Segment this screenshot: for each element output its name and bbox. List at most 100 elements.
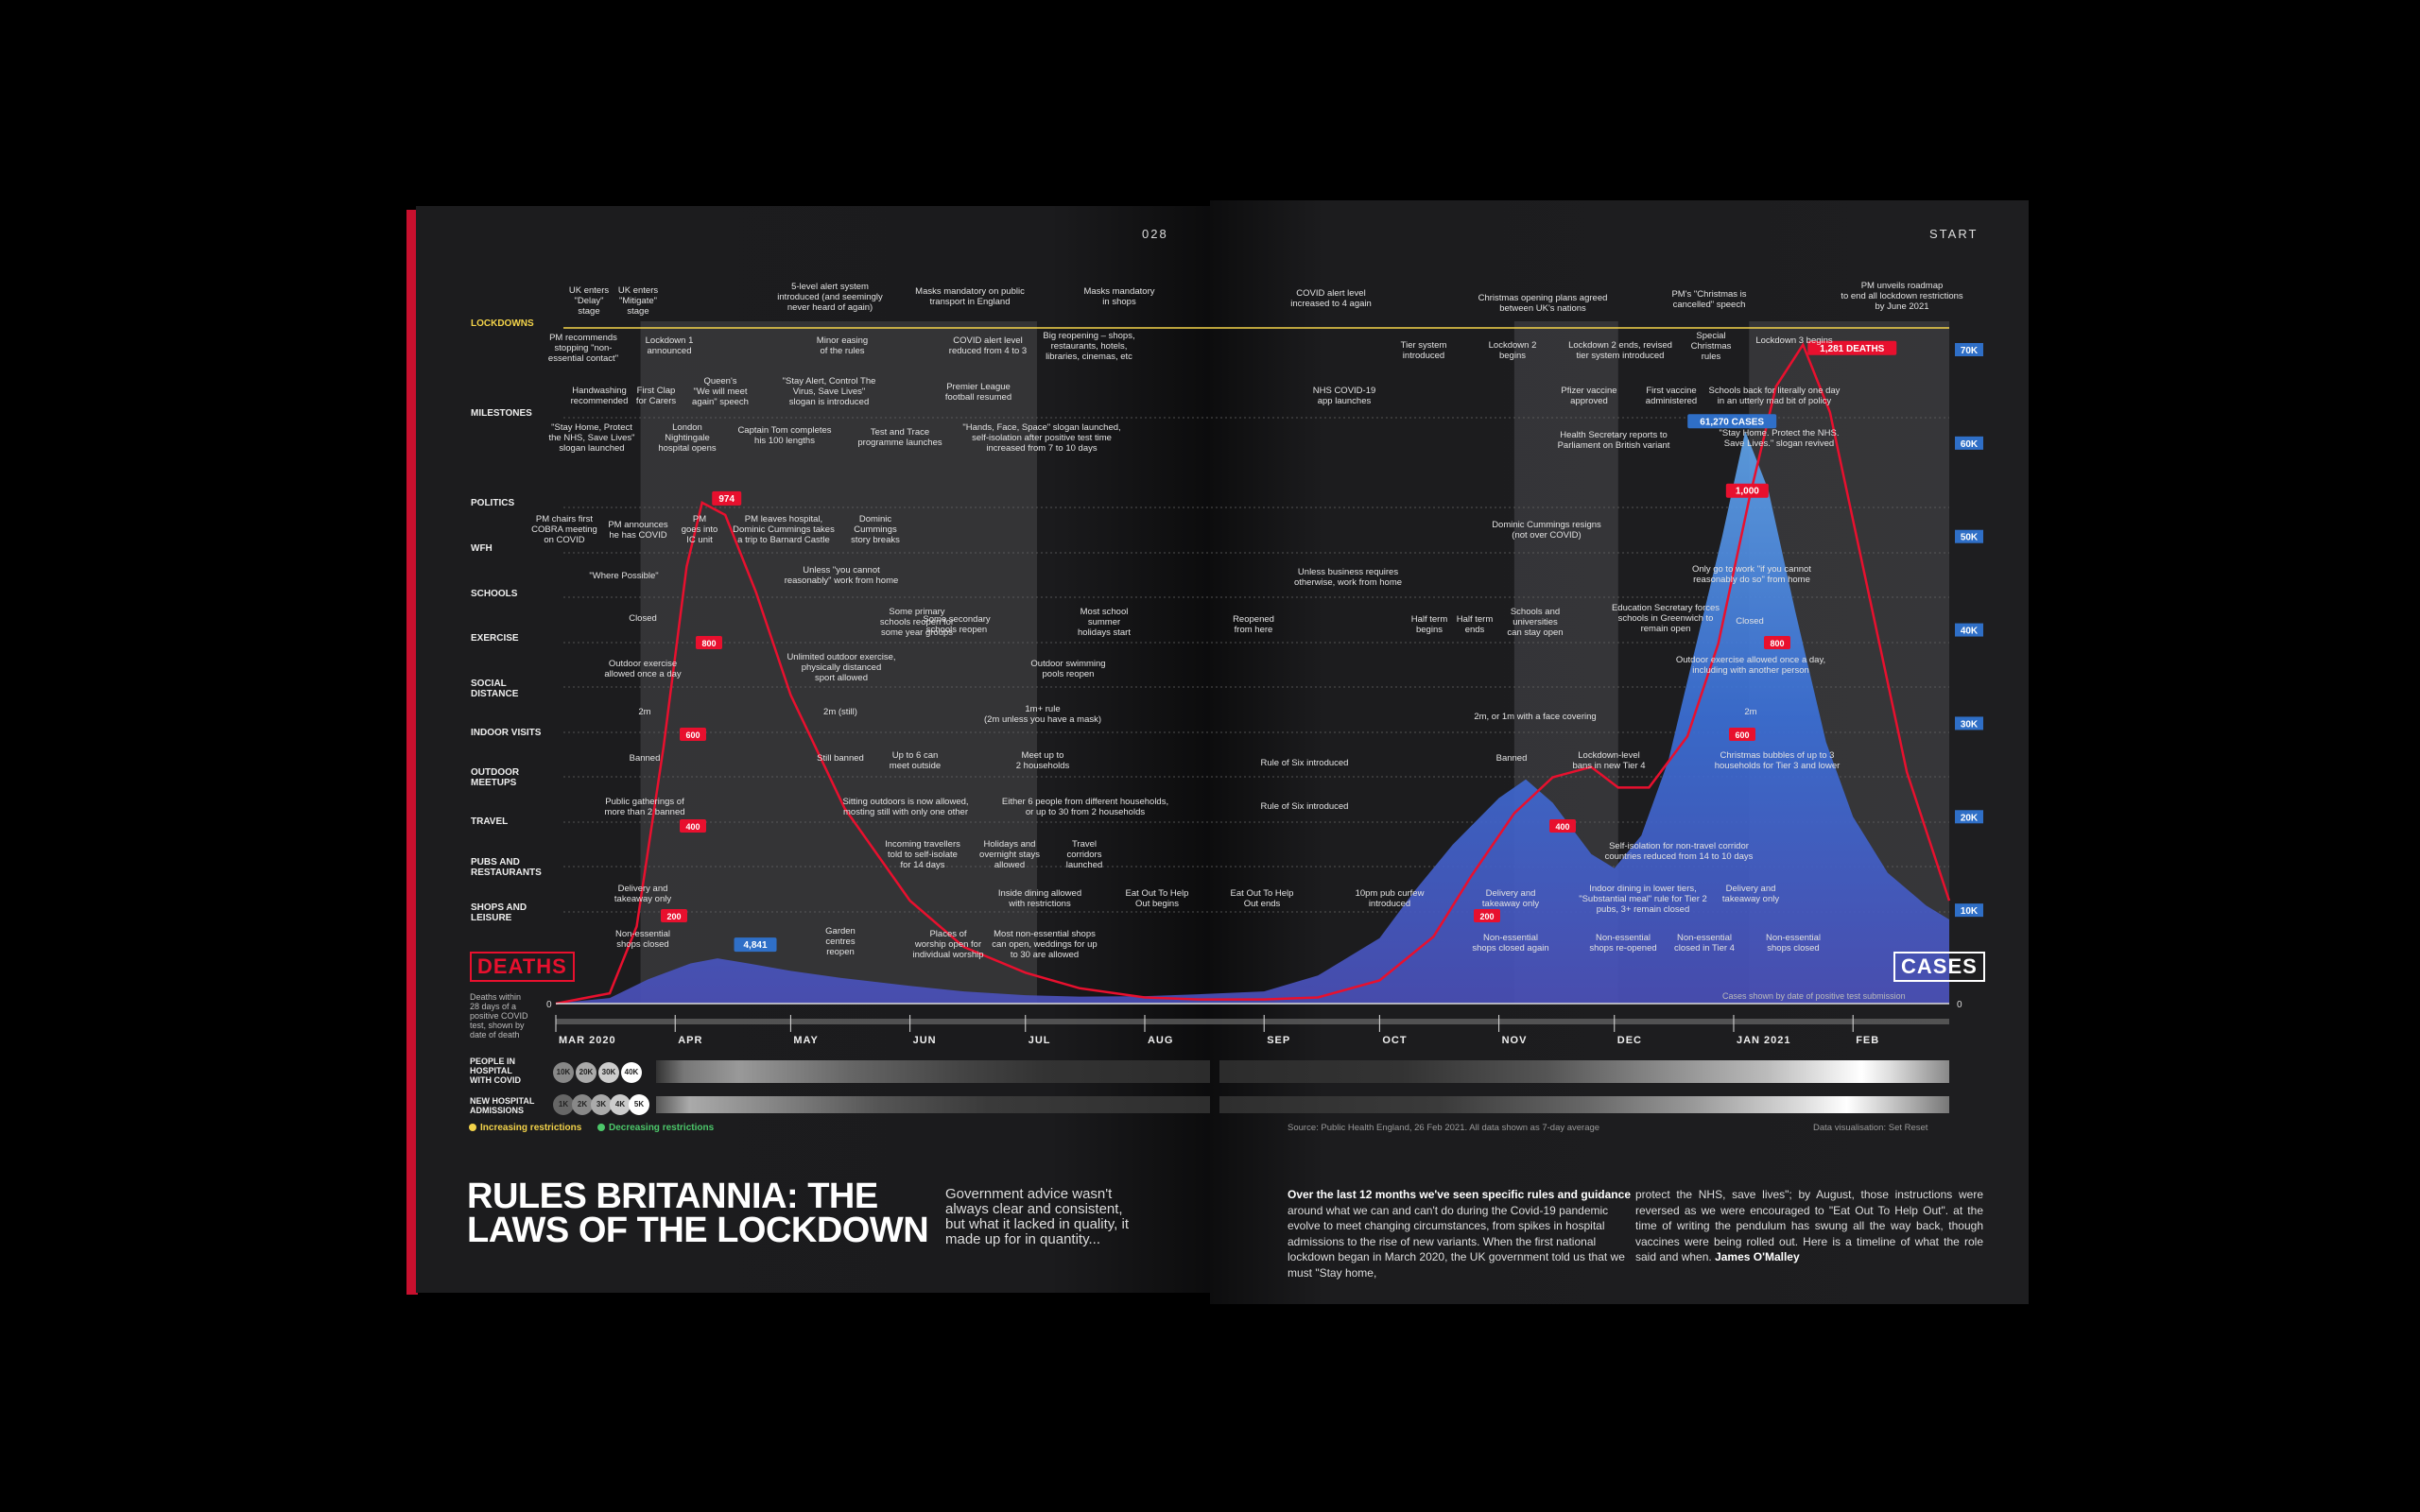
month-label: SEP [1267,1035,1290,1046]
timeline-annotation: Most non-essential shops can open, weddi… [992,929,1098,960]
timeline-annotation: Test and Trace programme launches [857,427,942,448]
timeline-annotation: 2m [1744,707,1757,717]
deaths-level-badge [680,819,706,833]
timeline-annotation: Closed [629,613,657,624]
row-label: EXERCISE [471,633,519,644]
timeline-annotation: Inside dining allowed with restrictions [997,888,1082,909]
deaths-line [555,342,1951,1005]
timeline-annotation: Health Secretary reports to Parliament o… [1557,430,1670,451]
cases-value-badge [1687,414,1777,429]
deaths-level-text: 400 [685,822,700,832]
cases-tick-bg [1955,343,1983,356]
people-key-1: 10K [553,1062,574,1083]
right-page [1210,200,2029,1304]
deaths-level-badge [1474,909,1500,922]
legend-decreasing-label: Decreasing restrictions [609,1123,715,1133]
row-label: SCHOOLS [471,589,518,599]
timeline-annotation: PM unveils roadmap to end all lockdown r… [1841,281,1963,312]
page-red-edge [406,210,418,1295]
timeline-annotation: London Nightingale hospital opens [658,422,717,454]
timeline-annotation: Closed [1736,616,1764,627]
timeline-annotation: Travel corridors launched [1065,839,1103,870]
timeline-annotation: Unless "you cannot reasonably" work from… [784,565,899,586]
month-label: NOV [1502,1035,1528,1046]
month-label: DEC [1617,1035,1642,1046]
timeline-annotation: Sitting outdoors is now allowed, mosting… [842,797,969,817]
timeline-annotation: Non-essential shops closed [1765,933,1822,954]
admissions-key-5: 5K [629,1094,649,1115]
month-label: MAR 2020 [559,1035,616,1046]
timeline-annotation: Eat Out To Help Out begins [1125,888,1189,909]
deaths-level-badge [1764,636,1790,649]
timeline-annotation: Dominic Cummings resigns (not over COVID… [1492,520,1601,541]
admissions-key-4: 4K [610,1094,631,1115]
timeline-annotation: Education Secretary forces schools in Gr… [1611,603,1720,634]
timeline-annotation: First Clap for Carers [635,386,677,406]
deaths-value-badge [712,490,742,506]
row-label: SHOPS AND LEISURE [471,902,527,923]
cases-note: Cases shown by date of positive test sub… [1722,991,1906,1001]
row-label: WFH [471,543,493,554]
timeline-annotation: 1m+ rule (2m unless you have a mask) [983,704,1102,725]
deaths-value-badge [1725,483,1769,498]
body-text-1: around what we can and can't do during t… [1288,1203,1625,1280]
timeline-annotation: Only go to work "if you cannot reasonabl… [1692,564,1811,585]
body-column-2: protect the NHS, save lives"; by August,… [1635,1187,1983,1265]
deaths-level-text: 600 [685,730,700,740]
timeline-annotation: Christmas opening plans agreed between U… [1478,293,1608,314]
row-label: PUBS AND RESTAURANTS [471,857,542,878]
row-label: TRAVEL [471,816,509,827]
timeline-annotation: Outdoor exercise allowed once a day, inc… [1675,655,1826,676]
admissions-bar-right [1219,1096,1949,1113]
timeline-annotation: Lockdown 1 announced [645,335,694,356]
timeline-annotation: Garden centres reopen [825,926,856,957]
hospital-admissions-label: NEW HOSPITAL ADMISSIONS [470,1096,535,1115]
row-label: LOCKDOWNS [471,318,534,329]
timeline-annotation: Masks mandatory in shops [1083,286,1155,307]
lockdown-band-1 [640,321,1037,1004]
people-in-hospital-bar [656,1060,1210,1083]
timeline-annotation: Handwashing recommended [570,386,629,406]
timeline-annotation: Non-essential shops closed again [1472,933,1549,954]
timeline-annotation: UK enters "Delay" stage [568,285,610,317]
timeline-annotation: Outdoor swimming pools reopen [1030,659,1106,679]
cases-tick-bg [1955,529,1983,543]
timeline-annotation: COVID alert level increased to 4 again [1290,288,1372,309]
deaths-zero-label: 0 [546,1000,552,1010]
legend-increasing: Increasing restrictions [469,1123,581,1133]
deaths-level-text: 400 [1555,822,1569,832]
timeline-annotation: COVID alert level reduced from 4 to 3 [948,335,1028,356]
cases-area [556,431,1949,1004]
timeline-annotation: 2m (still) [823,707,857,717]
cases-tick-bg [1955,436,1983,450]
timeline-annotation: PM announces he has COVID [608,520,668,541]
timeline-annotation: NHS COVID-19 app launches [1312,386,1376,406]
month-label: MAY [793,1035,818,1046]
deaths-value-label: 1,000 [1736,487,1759,497]
timeline-annotation: Non-essential closed in Tier 4 [1674,933,1735,954]
cases-tick-bg [1955,623,1983,637]
cases-tick-label: 20K [1961,813,1979,823]
timeline-annotation: Some primary schools reopen for some yea… [879,607,955,638]
row-label: POLITICS [471,498,515,508]
deaths-level-text: 200 [1479,912,1494,921]
timeline-annotation: Schools and universities can stay open [1507,607,1564,638]
row-label: INDOOR VISITS [471,728,542,738]
month-label: AUG [1148,1035,1173,1046]
timeline-annotation: Half term begins [1410,614,1448,635]
timeline-annotation: Either 6 people from different household… [1001,797,1169,817]
timeline-annotation: Still banned [817,753,864,764]
deaths-level-text: 800 [701,639,716,648]
deaths-value-badge [1807,340,1897,355]
cases-value-label: 61,270 CASES [1700,417,1764,427]
cases-zero-label: 0 [1957,1000,1962,1010]
people-key-3: 30K [598,1062,619,1083]
green-dot-icon [597,1124,605,1132]
headline: RULES BRITANNIA: THE LAWS OF THE LOCKDOW… [467,1177,929,1250]
yellow-dot-icon [469,1124,476,1132]
cases-tick-label: 40K [1961,627,1979,637]
timeline-annotation: PM goes into IC unit [681,514,718,545]
timeline-annotation: Rule of Six introduced [1260,801,1349,812]
deaths-level-text: 200 [666,912,681,921]
